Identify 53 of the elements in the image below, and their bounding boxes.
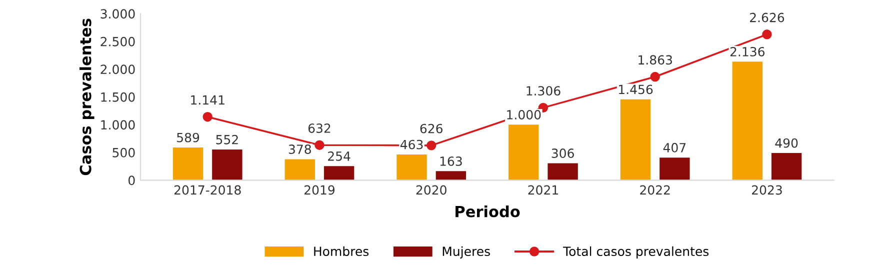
bar <box>324 166 354 180</box>
bar <box>172 147 204 180</box>
legend-label: Hombres <box>314 246 369 256</box>
data-label: 306 <box>552 148 574 158</box>
data-label: 254 <box>328 151 350 161</box>
data-label: 378 <box>288 144 311 154</box>
y-tick-label: 2.500 <box>100 36 135 46</box>
y-tick-label: 2.000 <box>100 64 135 74</box>
y-axis-title: Casos prevalentes <box>79 18 94 176</box>
x-tick-label: 2020 <box>416 185 446 195</box>
data-label: 626 <box>420 124 442 134</box>
legend-label: Total casos prevalentes <box>563 246 709 258</box>
point <box>202 112 212 122</box>
data-label: 552 <box>216 134 238 144</box>
data-label: 407 <box>663 142 686 152</box>
y-tick-label: 1.500 <box>101 92 135 102</box>
data-label: 490 <box>775 138 798 148</box>
data-label: 589 <box>177 132 200 142</box>
point <box>762 30 772 40</box>
bar <box>620 99 651 180</box>
x-axis-title: Periodo <box>456 205 520 218</box>
y-tick-label: 0 <box>128 176 135 186</box>
legend-label: Mujeres <box>442 246 490 258</box>
bar <box>548 163 578 180</box>
bar <box>771 152 802 180</box>
data-label: 1.456 <box>619 84 653 94</box>
x-tick-label: 2023 <box>752 185 782 195</box>
bar <box>212 150 242 180</box>
x-tick-label: 2021 <box>528 185 558 195</box>
bar <box>396 154 427 180</box>
data-label: 163 <box>440 156 462 166</box>
data-label: 1.000 <box>507 110 541 120</box>
x-tick-label: 2022 <box>640 185 670 195</box>
data-label: 1.863 <box>638 55 672 65</box>
x-tick-label: 2017-2018 <box>174 185 241 195</box>
data-label: 1.141 <box>191 95 224 105</box>
point <box>314 140 324 150</box>
data-label: 2.136 <box>730 46 765 56</box>
data-label: 2.626 <box>750 12 784 22</box>
bar <box>436 171 466 180</box>
data-label: 463 <box>400 140 423 150</box>
point <box>426 140 436 150</box>
y-tick-label: 3.000 <box>100 9 135 19</box>
y-tick-label: 500 <box>112 148 135 158</box>
bar <box>284 159 316 180</box>
y-tick-label: 1.000 <box>101 120 135 130</box>
data-label: 632 <box>308 124 330 133</box>
x-tick-label: 2019 <box>304 185 335 195</box>
bar <box>660 158 690 180</box>
point <box>650 72 660 82</box>
data-label: 1.306 <box>526 86 560 96</box>
bar <box>508 124 539 180</box>
bar <box>732 62 762 180</box>
